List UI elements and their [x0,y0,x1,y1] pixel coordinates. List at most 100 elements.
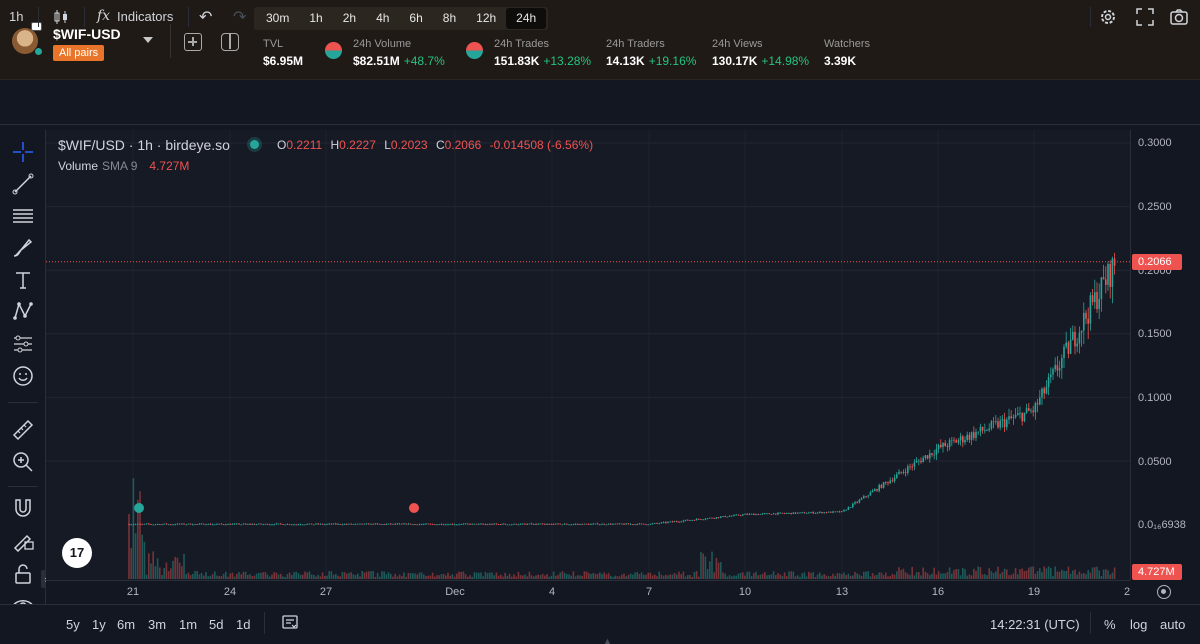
log-toggle[interactable]: log [1130,617,1148,632]
percent-toggle[interactable]: % [1104,617,1116,632]
interval-button[interactable]: 1h [9,9,24,24]
candle-body [357,523,359,525]
candle-body [275,523,278,525]
range-3m[interactable]: 3m [148,617,167,632]
chevron-down-icon[interactable] [143,37,153,43]
magnet-icon[interactable] [11,496,35,520]
buy-sell-ratio-icon [325,42,342,59]
candle-body [662,522,665,523]
candle-body [460,524,462,525]
indicators-button[interactable]: Indicators [117,9,174,24]
range-5d[interactable]: 5d [209,617,224,632]
range-6m[interactable]: 6m [117,617,136,632]
fx-icon[interactable]: fx [97,8,111,24]
volume-bar [618,576,621,579]
open-label: O [277,138,287,152]
timeframe-1h[interactable]: 1h [309,11,323,25]
gear-icon[interactable] [1099,8,1117,26]
range-1d[interactable]: 1d [236,617,251,632]
candle-body [572,524,575,526]
volume-bar [654,574,656,579]
pattern-icon[interactable] [11,300,35,324]
volume-bar [731,576,733,579]
emoji-icon[interactable] [11,364,35,388]
volume-bar [585,571,588,579]
timeframe-8h[interactable]: 8h [442,11,457,25]
prediction-icon[interactable] [11,332,35,356]
volume-bar [816,574,819,579]
volume-bar [737,573,740,579]
auto-toggle[interactable]: auto [1160,617,1186,632]
tradingview-logo[interactable]: 17 [62,538,92,568]
trendline-icon[interactable] [11,172,35,196]
candle-body [658,523,660,525]
price-chart[interactable] [46,130,1130,580]
text-icon[interactable] [11,268,35,292]
lock-drawings-icon[interactable] [11,528,35,553]
candle-body [359,523,361,525]
time-tick: 21 [126,586,140,598]
volume-bar [669,574,671,579]
price-tick: 0.0₁₆6938 [1138,519,1186,531]
add-icon[interactable] [184,33,202,51]
layout-icon[interactable] [221,33,239,51]
timeframe-2h[interactable]: 2h [342,11,357,25]
candlestick-icon[interactable] [53,9,69,25]
range-5y[interactable]: 5y [66,617,80,632]
scroll-handle-icon[interactable]: ▲ [603,636,612,644]
timeframe-30m[interactable]: 30m [266,11,290,25]
undo-icon[interactable]: ↶ [199,9,213,26]
candle-body [346,524,348,525]
candle-body [1050,374,1052,378]
candle-body [145,523,148,525]
timeframe-12h[interactable]: 12h [476,11,497,25]
volume-bar [1014,568,1017,579]
low-value: 0.2023 [390,138,428,152]
candle-body [440,524,443,525]
crosshair-icon[interactable] [11,140,35,164]
candle-body [643,523,645,525]
ruler-icon[interactable] [11,418,35,442]
candle-body [544,523,546,525]
candle-body [942,442,944,448]
fib-retracement-icon[interactable] [11,204,35,228]
zoom-in-icon[interactable] [11,450,35,474]
candle-body [849,507,852,508]
brush-icon[interactable] [11,236,35,260]
candle-body [904,472,907,473]
timeframe-4h[interactable]: 4h [376,11,390,25]
camera-icon[interactable] [1170,8,1188,26]
date-range-icon[interactable] [282,614,298,630]
range-1y[interactable]: 1y [92,617,106,632]
volume-bar [154,566,157,579]
candle-body [328,523,330,525]
lock-icon[interactable] [11,562,35,586]
volume-bar [904,572,907,579]
volume-bar [891,573,894,579]
volume-bar [660,574,663,579]
candle-body [420,524,423,526]
candle-body [902,472,905,473]
time-axis[interactable] [46,580,1130,604]
volume-bar [847,573,850,579]
candle-body [1039,397,1041,405]
volume-bar [156,558,159,579]
range-1m[interactable]: 1m [179,617,198,632]
timeframe-24h[interactable]: 24h [506,8,547,29]
volume-bar [365,571,368,579]
timeframe-6h[interactable]: 6h [409,11,423,25]
volume-bar [214,571,216,579]
price-axis[interactable] [1130,130,1200,580]
all-pairs-badge[interactable]: All pairs [53,45,105,61]
candle-body [821,511,823,514]
volume-bar [225,571,227,579]
fullscreen-icon[interactable] [1136,8,1154,26]
axis-settings-icon[interactable] [1157,585,1171,599]
volume-bar [599,572,601,579]
utc-clock[interactable]: 14:22:31 (UTC) [990,617,1080,632]
candle-body [233,523,236,525]
chart-pane[interactable] [46,130,1130,580]
redo-icon[interactable]: ↷ [233,9,247,26]
candle-body [856,502,858,504]
candle-body [682,520,685,522]
